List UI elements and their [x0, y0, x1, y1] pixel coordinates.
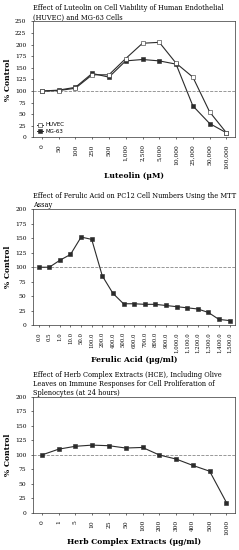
- Y-axis label: % Control: % Control: [4, 246, 12, 288]
- X-axis label: Ferulic Acid (μg/ml): Ferulic Acid (μg/ml): [91, 355, 177, 364]
- Y-axis label: % Control: % Control: [4, 434, 12, 476]
- Text: Effect of Herb Complex Extracts (HCE), Including Olive
Leaves on Immune Response: Effect of Herb Complex Extracts (HCE), I…: [33, 371, 222, 397]
- X-axis label: Luteolin (μM): Luteolin (μM): [104, 172, 164, 180]
- Legend: HUVEC, MG-63: HUVEC, MG-63: [36, 122, 65, 135]
- X-axis label: Herb Complex Extracts (μg/ml): Herb Complex Extracts (μg/ml): [67, 538, 201, 546]
- Text: Effect of Luteolin on Cell Viability of Human Endothelial
(HUVEC) and MG-63 Cell: Effect of Luteolin on Cell Viability of …: [33, 4, 224, 21]
- Text: Effect of Ferulic Acid on PC12 Cell Numbers Using the MTT
Assay: Effect of Ferulic Acid on PC12 Cell Numb…: [33, 192, 237, 209]
- Y-axis label: % Control: % Control: [4, 58, 12, 101]
